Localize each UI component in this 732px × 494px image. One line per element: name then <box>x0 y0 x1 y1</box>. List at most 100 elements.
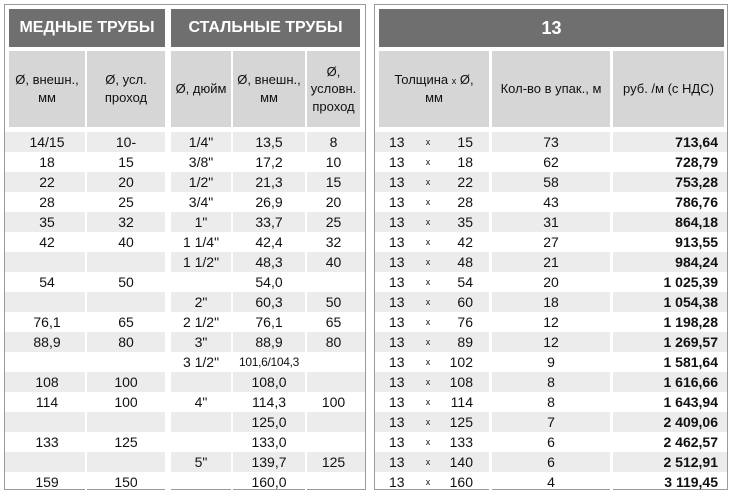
row-thickness: 13 <box>389 234 405 250</box>
table-row: 159 150 160,0 <box>5 472 365 492</box>
table-row: 18 15 3/8" 17,2 10 <box>5 152 365 172</box>
copper-outer-diameter <box>9 252 85 272</box>
row-price: 1 269,57 <box>663 334 719 350</box>
row-diameter: 35 <box>457 214 473 230</box>
row-price: 713,64 <box>675 134 718 150</box>
row-qty: 27 <box>543 234 559 250</box>
row-qty: 73 <box>543 134 559 150</box>
table-row: 13 x 89 12 1 269,57 <box>375 332 727 352</box>
table-row: 13 x 48 21 984,24 <box>375 252 727 272</box>
steel-outer-diameter: 125,0 <box>251 414 287 430</box>
table-row: 14/15 10- 1/4" 13,5 8 <box>5 132 365 152</box>
steel-outer-diameter: 54,0 <box>255 274 283 290</box>
row-x: x <box>425 297 431 307</box>
copper-nominal-pass: 32 <box>118 214 134 230</box>
steel-nominal-pass: 40 <box>325 254 342 270</box>
row-diameter: 140 <box>449 454 473 470</box>
row-qty: 6 <box>547 454 555 470</box>
steel-pipes-title: СТАЛЬНЫЕ ТРУБЫ <box>171 9 360 47</box>
steel-nominal-pass: 32 <box>325 234 342 250</box>
row-diameter: 18 <box>457 154 473 170</box>
table-row: 13 x 22 58 753,28 <box>375 172 727 192</box>
row-price: 984,24 <box>675 254 718 270</box>
steel-inch-size: 4" <box>194 394 208 410</box>
steel-inch-size: 5" <box>194 454 208 470</box>
row-thickness: 13 <box>389 194 405 210</box>
table-row: 13 x 42 27 913,55 <box>375 232 727 252</box>
table-row: 1 1/2" 48,3 40 <box>5 252 365 272</box>
row-diameter: 125 <box>449 414 473 430</box>
row-price: 753,28 <box>675 174 718 190</box>
steel-nominal-pass: 80 <box>325 334 342 350</box>
col-header-copper-outer: Ø, внешн., мм <box>9 51 85 127</box>
row-price: 1 054,38 <box>663 294 719 310</box>
copper-nominal-pass: 40 <box>118 234 134 250</box>
row-x: x <box>425 197 431 207</box>
row-price: 1 581,64 <box>663 354 719 370</box>
row-diameter: 133 <box>449 434 473 450</box>
copper-outer-diameter: 54 <box>39 274 55 290</box>
steel-outer-diameter: 76,1 <box>255 314 283 330</box>
row-qty: 21 <box>543 254 559 270</box>
row-thickness: 13 <box>389 374 405 390</box>
steel-inch-size <box>171 472 231 492</box>
row-x: x <box>425 357 431 367</box>
table-row: 13 x 140 6 2 512,91 <box>375 452 727 472</box>
table-row: 13 x 35 31 864,18 <box>375 212 727 232</box>
col-header-steel-inch: Ø, дюйм <box>171 51 231 127</box>
steel-nominal-pass: 20 <box>325 194 342 210</box>
row-price: 1 616,66 <box>663 374 719 390</box>
steel-nominal-pass: 15 <box>325 174 342 190</box>
row-x: x <box>425 337 431 347</box>
steel-inch-size: 2" <box>194 294 208 310</box>
steel-nominal-pass <box>307 432 360 452</box>
row-thickness: 13 <box>389 154 405 170</box>
row-x: x <box>425 457 431 467</box>
insulation-13-panel: 13 Толщина x Ø, мм Кол-во в упак., м руб… <box>374 4 728 492</box>
row-thickness: 13 <box>389 294 405 310</box>
copper-outer-diameter: 76,1 <box>33 314 61 330</box>
steel-outer-diameter: 133,0 <box>251 434 287 450</box>
row-thickness: 13 <box>389 414 405 430</box>
copper-outer-diameter: 159 <box>35 474 59 490</box>
row-diameter: 54 <box>457 274 473 290</box>
row-thickness: 13 <box>389 214 405 230</box>
copper-outer-diameter: 22 <box>39 174 55 190</box>
row-qty: 4 <box>547 474 555 490</box>
steel-inch-size: 3 1/2" <box>182 354 220 370</box>
row-x: x <box>425 257 431 267</box>
table-row: 13 x 108 8 1 616,66 <box>375 372 727 392</box>
row-qty: 58 <box>543 174 559 190</box>
column-divider <box>165 132 171 492</box>
col-header-x: x <box>451 76 457 87</box>
table-row: 5" 139,7 125 <box>5 452 365 472</box>
row-thickness: 13 <box>389 394 405 410</box>
row-diameter: 42 <box>457 234 473 250</box>
steel-nominal-pass: 25 <box>325 214 342 230</box>
row-thickness: 13 <box>389 174 405 190</box>
steel-nominal-pass: 8 <box>329 134 338 150</box>
row-diameter: 48 <box>457 254 473 270</box>
steel-outer-diameter: 114,3 <box>252 394 286 410</box>
row-diameter: 89 <box>457 334 473 350</box>
row-diameter: 108 <box>449 374 473 390</box>
row-thickness: 13 <box>389 274 405 290</box>
copper-outer-diameter: 108 <box>35 374 59 390</box>
col-header-diameter: Ø, <box>459 72 474 88</box>
copper-nominal-pass: 20 <box>118 174 134 190</box>
steel-nominal-pass: 50 <box>325 294 342 310</box>
row-qty: 43 <box>543 194 559 210</box>
copper-outer-diameter <box>9 352 85 372</box>
row-price: 728,79 <box>675 154 718 170</box>
copper-nominal-pass: 150 <box>114 474 138 490</box>
row-diameter: 76 <box>457 314 473 330</box>
row-thickness: 13 <box>389 354 405 370</box>
row-price: 1 643,94 <box>663 394 719 410</box>
price-table: 13 x 15 73 713,64 13 x 18 62 728,79 13 x 22 58 753,28 1… <box>375 132 727 492</box>
row-x: x <box>425 377 431 387</box>
copper-nominal-pass: 100 <box>114 374 138 390</box>
row-x: x <box>425 137 431 147</box>
steel-inch-size: 3/4" <box>188 194 214 210</box>
row-x: x <box>425 277 431 287</box>
steel-nominal-pass <box>307 272 360 292</box>
